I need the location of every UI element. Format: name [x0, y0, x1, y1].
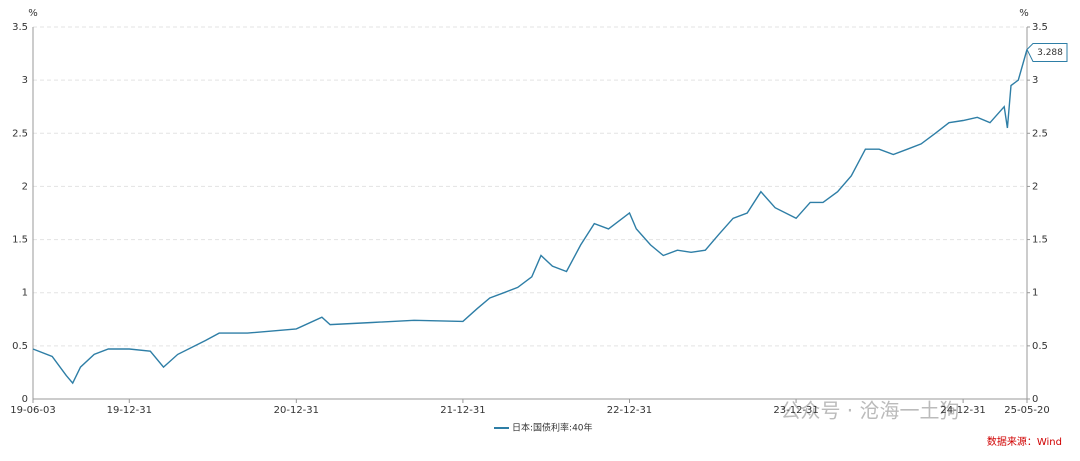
y-tick-label: 2.5	[12, 128, 28, 139]
y2-tick-label: 2.5	[1032, 128, 1048, 139]
x-tick-label: 21-12-31	[440, 405, 485, 416]
source: 数据来源：Wind	[987, 435, 1062, 448]
y2-tick-label: 0	[1032, 394, 1038, 405]
y2-tick-label: 1.5	[1032, 235, 1048, 246]
x-tick-label: 24-12-31	[940, 405, 985, 416]
legend-label: 日本:国债利率:40年	[512, 422, 593, 434]
y2-tick-label: 2	[1032, 181, 1038, 192]
y-tick-label: 1.5	[12, 235, 28, 246]
x-tick-label: 22-12-31	[607, 405, 652, 416]
y-tick-label: 3	[22, 75, 28, 86]
data-line	[32, 49, 1028, 385]
x-tick-label: 20-12-31	[274, 405, 319, 416]
x-tick-label: 25-05-20	[1004, 405, 1049, 416]
y-tick-label: 3.5	[12, 22, 28, 33]
y2-unit: %	[1019, 8, 1029, 19]
y-unit: %	[28, 8, 38, 19]
y2-tick-label: 3.5	[1032, 22, 1048, 33]
y2-tick-label: 1	[1032, 288, 1038, 299]
value-label: 3.288	[1037, 48, 1063, 58]
y-tick-label: 0.5	[12, 341, 28, 352]
y-tick-label: 0	[22, 394, 28, 405]
y-tick-label: 1	[22, 288, 28, 299]
watermark: 公众号 · 沧海一土狗	[780, 399, 959, 423]
y2-tick-label: 3	[1032, 75, 1038, 86]
x-tick-label: 19-12-31	[107, 405, 152, 416]
y2-tick-label: 0.5	[1032, 341, 1048, 352]
callout-box	[1026, 43, 1068, 63]
y-tick-label: 2	[22, 181, 28, 192]
x-tick-label: 23-12-31	[773, 405, 818, 416]
x-tick-label: 19-06-03	[10, 405, 55, 416]
